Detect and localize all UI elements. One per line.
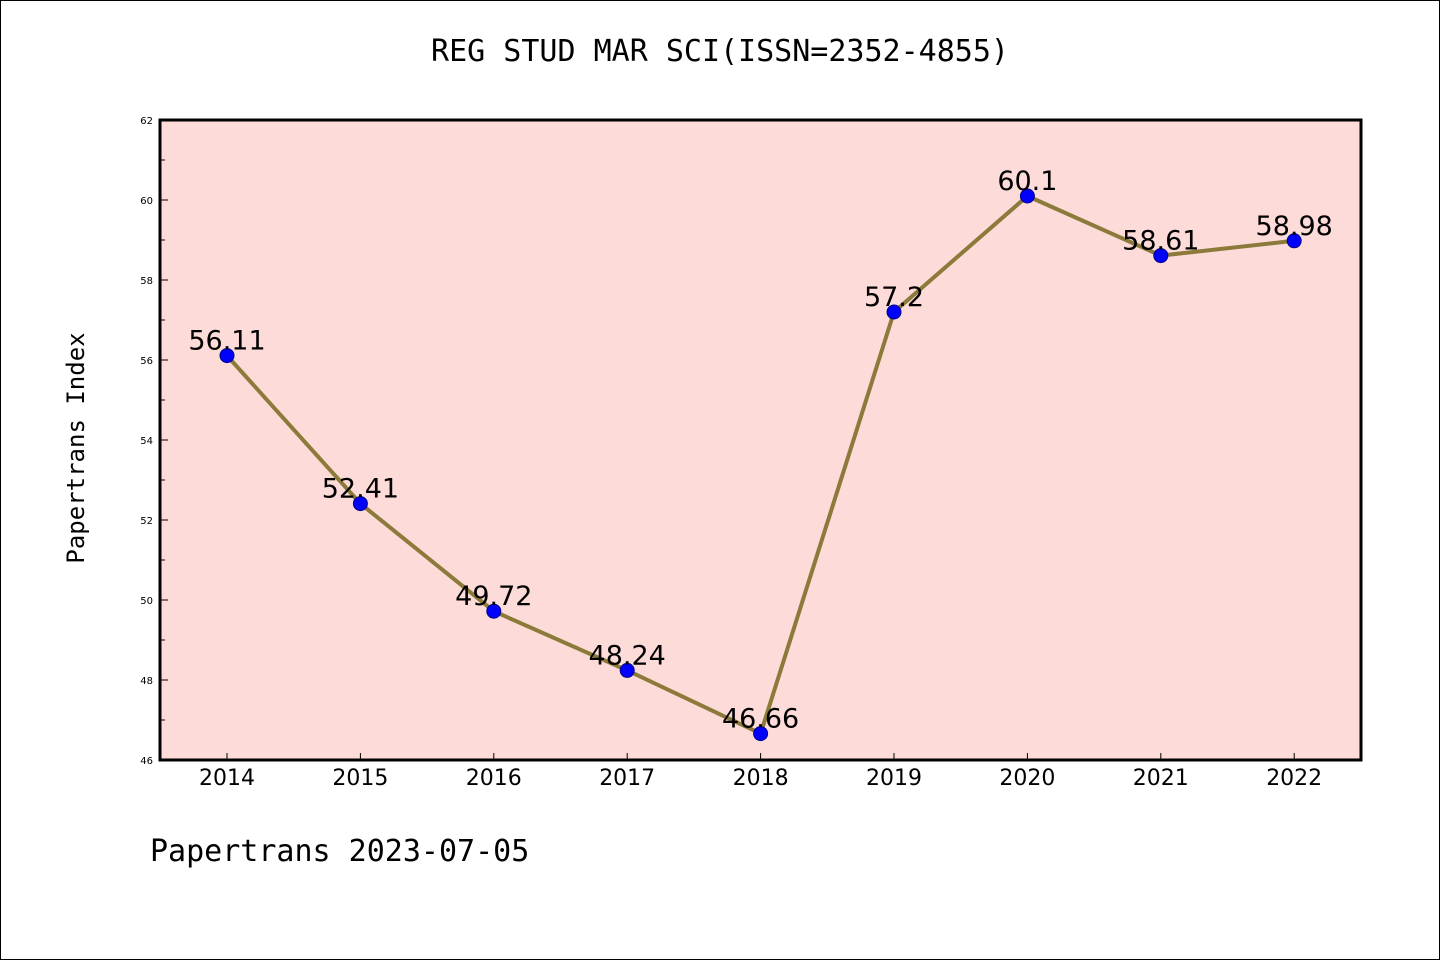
data-point: [1019, 188, 1035, 204]
data-label: 60.1: [997, 166, 1057, 197]
y-tick-label: 48: [140, 676, 153, 687]
data-point: [753, 726, 769, 742]
x-tick-label: 2015: [332, 766, 388, 791]
plot-frame: [158, 118, 1363, 762]
x-tick-label: 2017: [599, 766, 655, 791]
data-label: 56.11: [188, 326, 265, 357]
data-label: 49.72: [455, 581, 532, 612]
y-tick-label: 62: [140, 116, 153, 127]
data-point: [219, 348, 235, 364]
y-tick-label: 60: [140, 196, 153, 207]
y-tick-label: 46: [140, 756, 153, 767]
data-point: [886, 304, 902, 320]
data-point: [619, 662, 635, 678]
data-label: 58.61: [1122, 226, 1199, 257]
plot-area: [160, 120, 1361, 760]
y-tick-label: 54: [140, 436, 153, 447]
y-tick-label: 58: [140, 276, 153, 287]
data-label: 46.66: [722, 704, 799, 735]
x-tick-label: 2016: [466, 766, 522, 791]
y-tick-label: 50: [140, 596, 153, 607]
footer-stamp: Papertrans 2023-07-05: [150, 834, 530, 869]
data-label: 52.41: [322, 474, 399, 505]
data-label: 48.24: [589, 640, 666, 671]
data-point: [1286, 233, 1302, 249]
y-tick-label: 52: [140, 516, 153, 527]
x-tick-label: 2022: [1266, 766, 1322, 791]
data-label: 58.98: [1256, 211, 1333, 242]
x-tick-label: 2020: [999, 766, 1055, 791]
x-tick-label: 2021: [1133, 766, 1189, 791]
x-tick-label: 2019: [866, 766, 922, 791]
y-tick-label: 56: [140, 356, 153, 367]
x-tick-label: 2014: [199, 766, 255, 791]
data-label: 57.2: [864, 282, 924, 313]
chart-title: REG STUD MAR SCI(ISSN=2352-4855): [431, 34, 1009, 69]
x-tick-label: 2018: [733, 766, 789, 791]
data-point: [486, 603, 502, 619]
data-point: [1153, 248, 1169, 264]
data-point: [352, 496, 368, 512]
